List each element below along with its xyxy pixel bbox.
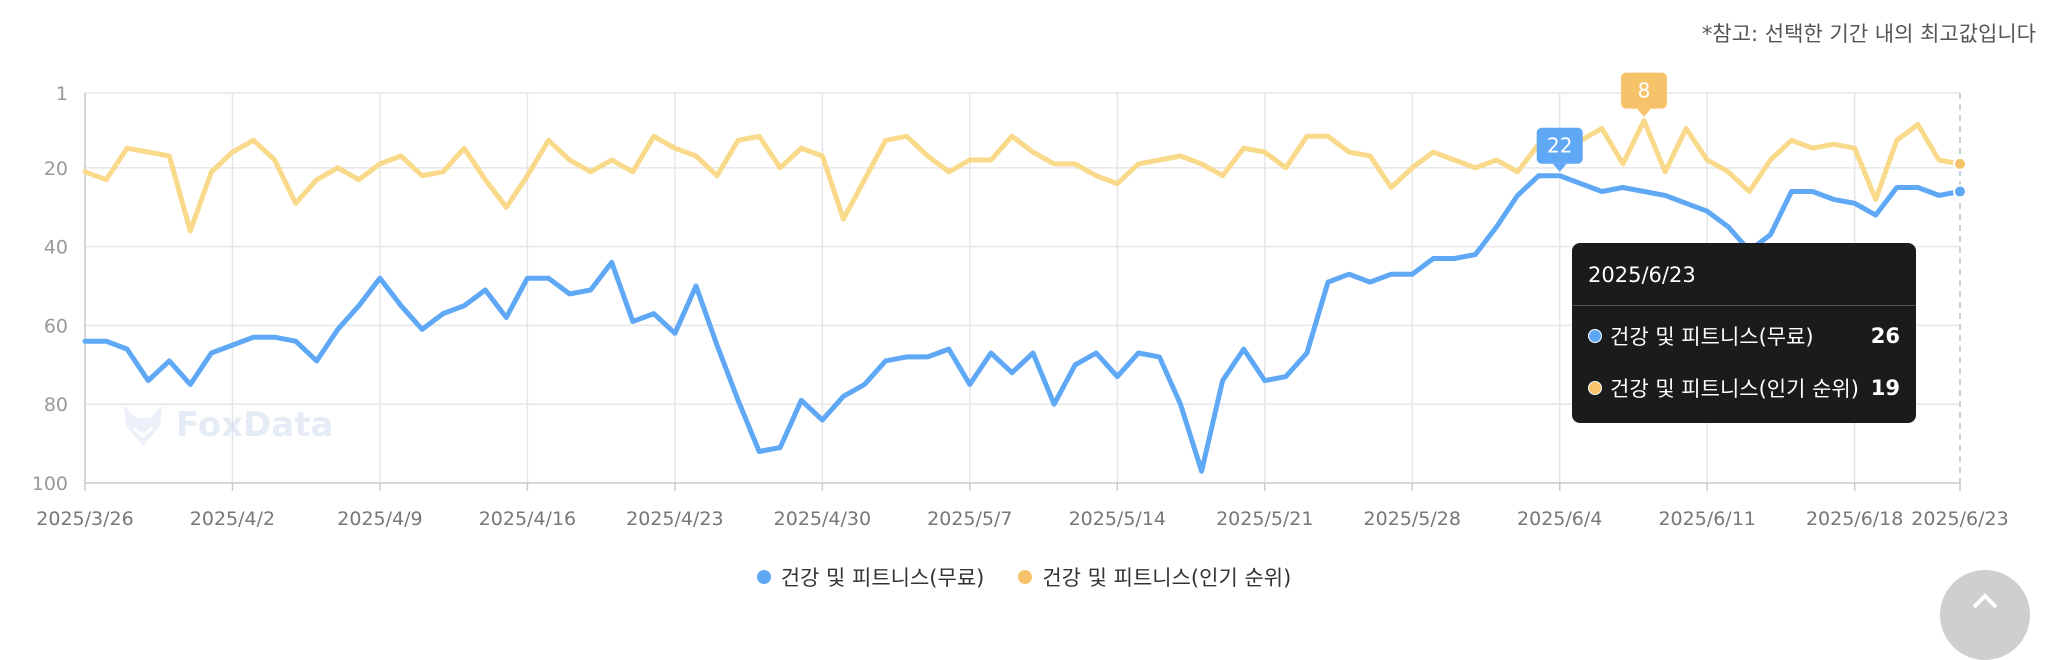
legend-dot-popular bbox=[1018, 570, 1033, 584]
x-tick-label: 2025/3/26 bbox=[36, 508, 133, 530]
line-chart: 1 20 40 60 80 100 2025/3/26 2025/4/2 2025/4/9 202… bbox=[32, 72, 2009, 530]
series-line-popular bbox=[82, 118, 1963, 234]
tooltip-label-free: 건강 및 피트니스(무료) bbox=[1610, 325, 1814, 349]
peak-badge-pointer-popular bbox=[1636, 108, 1651, 117]
y-tick-label: 20 bbox=[44, 158, 68, 180]
scroll-to-top-button[interactable] bbox=[1940, 570, 2030, 660]
x-tick-label: 2025/6/23 bbox=[1911, 508, 2008, 530]
tooltip-dot-popular bbox=[1588, 381, 1602, 395]
y-tick-label: 40 bbox=[44, 237, 68, 259]
foxdata-watermark: FoxData bbox=[118, 400, 334, 450]
series-line-free bbox=[82, 173, 1963, 474]
x-tick-label: 2025/5/28 bbox=[1364, 508, 1461, 530]
x-tick-label: 2025/4/23 bbox=[626, 508, 723, 530]
peak-badge-pointer-free bbox=[1552, 163, 1567, 172]
legend-item-free[interactable]: 건강 및 피트니스(무료) bbox=[756, 562, 985, 592]
x-tick-label: 2025/4/16 bbox=[479, 508, 576, 530]
endpoint-marker-free bbox=[1953, 184, 1967, 199]
x-tick-label: 2025/5/7 bbox=[927, 508, 1012, 530]
chart-tooltip: 2025/6/23 건강 및 피트니스(무료) 26 건강 및 피트니스(인기 … bbox=[1572, 243, 1916, 423]
tooltip-date: 2025/6/23 bbox=[1588, 263, 1696, 287]
x-tick-label: 2025/6/11 bbox=[1658, 508, 1755, 530]
legend-label-popular: 건강 및 피트니스(인기 순위) bbox=[1042, 566, 1292, 590]
peak-label-popular: 8 bbox=[1638, 79, 1651, 103]
chart-legend: 건강 및 피트니스(무료) 건강 및 피트니스(인기 순위) bbox=[0, 562, 2048, 592]
x-tick-label: 2025/4/30 bbox=[774, 508, 871, 530]
x-tick-label: 2025/4/2 bbox=[190, 508, 275, 530]
tooltip-row-free: 건강 및 피트니스(무료) 26 bbox=[1588, 321, 1900, 351]
y-tick-label: 100 bbox=[32, 473, 68, 495]
x-tick-label: 2025/6/4 bbox=[1517, 508, 1602, 530]
x-tick-label: 2025/5/14 bbox=[1069, 508, 1166, 530]
note-text: *참고: 선택한 기간 내의 최고값입니다 bbox=[1701, 22, 2036, 46]
tooltip-label-popular: 건강 및 피트니스(인기 순위) bbox=[1610, 377, 1859, 401]
fox-logo-icon bbox=[124, 406, 162, 446]
tooltip-row-popular: 건강 및 피트니스(인기 순위) 19 bbox=[1588, 373, 1900, 403]
chevron-up-icon bbox=[1972, 593, 1998, 609]
x-tick-label: 2025/4/9 bbox=[337, 508, 422, 530]
endpoint-marker-popular bbox=[1953, 156, 1967, 171]
watermark-text: FoxData bbox=[176, 405, 334, 445]
tooltip-divider bbox=[1572, 305, 1916, 306]
peak-label-free: 22 bbox=[1547, 134, 1572, 158]
x-tick-label: 2025/6/18 bbox=[1806, 508, 1903, 530]
tooltip-value-popular: 19 bbox=[1870, 376, 1900, 400]
tooltip-value-free: 26 bbox=[1870, 324, 1900, 348]
tooltip-dot-free bbox=[1588, 329, 1602, 343]
y-tick-label: 60 bbox=[44, 315, 68, 337]
legend-item-popular[interactable]: 건강 및 피트니스(인기 순위) bbox=[1018, 562, 1291, 592]
legend-label-free: 건강 및 피트니스(무료) bbox=[780, 566, 985, 590]
peak-badge-popular bbox=[1620, 72, 1667, 109]
legend-dot-free bbox=[756, 570, 771, 584]
x-tick-label: 2025/5/21 bbox=[1216, 508, 1313, 530]
peak-badge-free bbox=[1536, 127, 1583, 164]
y-tick-label: 1 bbox=[56, 83, 68, 105]
y-tick-label: 80 bbox=[44, 394, 68, 416]
